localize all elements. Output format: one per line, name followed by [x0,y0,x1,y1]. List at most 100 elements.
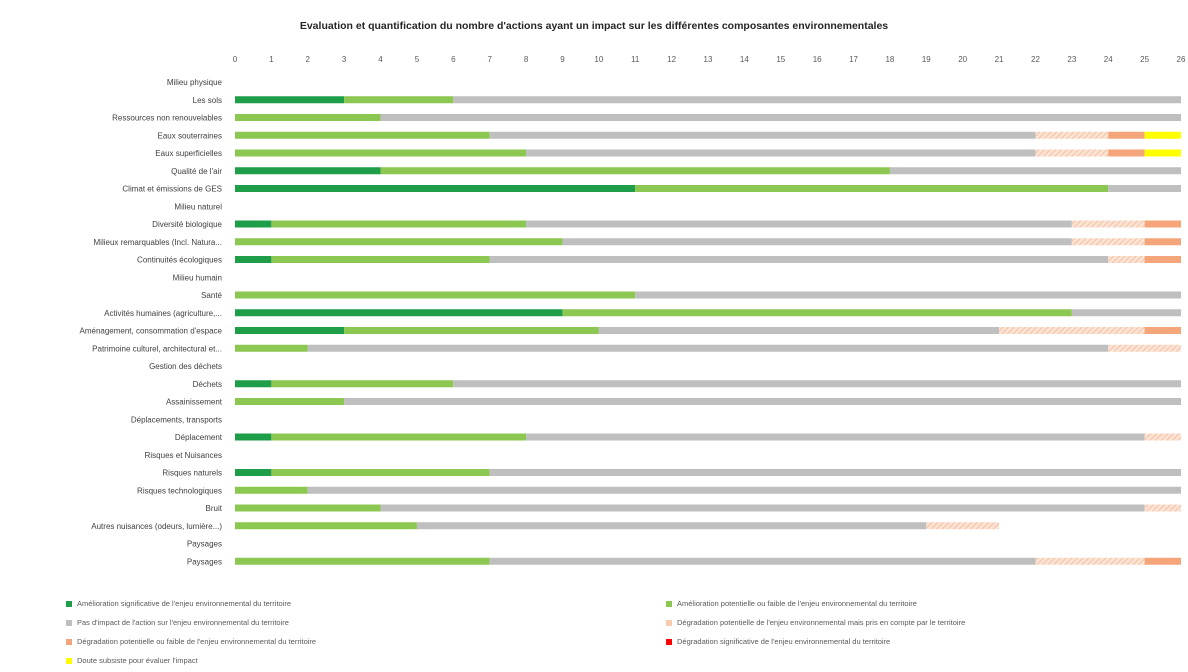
bar-segment-series-3 [598,327,1000,334]
category-label: Patrimoine culturel, architectural et... [92,344,222,353]
bar-segment-series-2 [235,504,381,512]
bar-segment-series-7 [1144,131,1181,139]
category-label: Climat et émissions de GES [122,185,222,194]
bar-segment-series-4 [926,522,1000,530]
bar-segment-series-5 [1144,327,1181,334]
category-label: Paysages [187,540,222,549]
bar-segment-series-1 [235,185,636,192]
bar-segment-series-3 [453,380,1181,388]
bar-segment-series-4 [1108,256,1145,263]
bar-segment-series-2 [271,433,527,441]
x-tick-label: 18 [885,55,894,64]
bar-segment-series-3 [635,291,1181,299]
bar-segment-series-1 [235,469,272,476]
bar-segment-series-2 [235,238,563,246]
bar-segment-series-2 [235,557,490,565]
x-tick-label: 16 [813,55,822,64]
bar-segment-series-1 [235,327,345,334]
x-tick-label: 20 [958,55,967,64]
bar-segment-series-5 [1144,256,1181,263]
bar-segment-series-2 [271,256,490,263]
bar-segment-series-2 [562,309,1072,317]
bar-segment-series-5 [1144,220,1181,228]
bar-segment-series-1 [235,220,272,228]
bar-segment-series-1 [235,167,381,175]
category-label: Déplacement [175,433,223,442]
x-tick-label: 25 [1140,55,1149,64]
bar-segment-series-4 [1035,131,1109,139]
x-tick-label: 26 [1177,55,1186,64]
bar-segment-series-3 [1108,185,1181,192]
bar-segment-series-2 [235,149,527,157]
bar-segment-series-5 [1108,149,1145,157]
bar-segment-series-3 [526,149,1036,157]
category-label: Milieu naturel [174,202,222,211]
x-tick-label: 13 [704,55,713,64]
bar-segment-series-2 [635,185,1109,192]
x-tick-label: 7 [487,55,492,64]
category-label: Eaux souterraines [158,131,222,140]
x-tick-label: 2 [306,55,311,64]
bar-segment-series-3 [380,504,1145,512]
x-tick-label: 9 [560,55,565,64]
bar-segment-series-3 [307,486,1181,494]
x-tick-label: 6 [451,55,456,64]
bar-segment-series-3 [526,220,1072,228]
x-tick-label: 0 [233,55,238,64]
category-label: Activités humaines (agriculture,... [104,309,222,318]
bar-segment-series-2 [271,220,527,228]
x-tick-label: 4 [378,55,383,64]
bar-segment-series-3 [562,238,1072,246]
bar-segment-series-3 [453,96,1181,104]
category-label: Risques technologiques [137,486,222,495]
bar-segment-series-2 [271,380,454,388]
bars [235,96,1182,565]
category-label: Milieu physique [167,78,223,87]
category-label: Gestion des déchets [149,362,222,371]
bar-segment-series-5 [1108,131,1145,139]
bar-segment-series-1 [235,96,345,104]
bar-segment-series-1 [235,380,272,388]
category-label: Paysages [187,557,222,566]
bar-segment-series-3 [489,131,1036,139]
x-tick-label: 12 [667,55,676,64]
category-label: Qualité de l'air [171,167,222,176]
y-axis-labels: Milieu physique Les sols Ressources non re… [80,78,223,566]
bar-segment-series-3 [1071,309,1181,317]
bar-segment-series-2 [235,114,381,121]
x-tick-label: 24 [1104,55,1113,64]
category-label: Aménagement, consommation d'espace [80,327,223,336]
category-label: Assainissement [166,398,223,407]
chart-title: Evaluation et quantification du nombre d… [299,20,889,32]
bar-segment-series-4 [999,327,1145,334]
bar-segment-series-3 [380,114,1181,121]
x-tick-label: 3 [342,55,347,64]
bar-segment-series-2 [235,486,308,494]
bar-segment-series-3 [307,344,1109,352]
category-label: Ressources non renouvelables [112,114,222,123]
x-tick-label: 5 [415,55,420,64]
category-label: Milieux remarquables (Incl. Natura... [94,238,223,247]
x-tick-label: 23 [1067,55,1076,64]
bar-segment-series-4 [1035,149,1109,157]
bar-segment-series-2 [380,167,890,175]
x-tick-label: 22 [1031,55,1040,64]
bar-segment-series-2 [235,344,308,352]
bar-segment-series-4 [1035,557,1145,565]
bar-segment-series-5 [1144,557,1181,565]
category-label: Déplacements, transports [131,415,222,424]
bar-segment-series-4 [1071,220,1145,228]
x-tick-label: 19 [922,55,931,64]
bar-segment-series-1 [235,309,563,317]
category-label: Continuités écologiques [137,256,222,265]
category-label: Les sols [193,96,222,105]
bar-segment-series-5 [1144,238,1181,246]
bar-segment-series-2 [235,131,490,139]
x-tick-label: 11 [631,55,640,64]
bar-segment-series-2 [271,469,490,476]
category-label: Risques naturels [162,469,222,478]
bar-segment-series-2 [235,522,417,530]
x-tick-label: 8 [524,55,529,64]
bar-segment-series-4 [1144,433,1181,441]
